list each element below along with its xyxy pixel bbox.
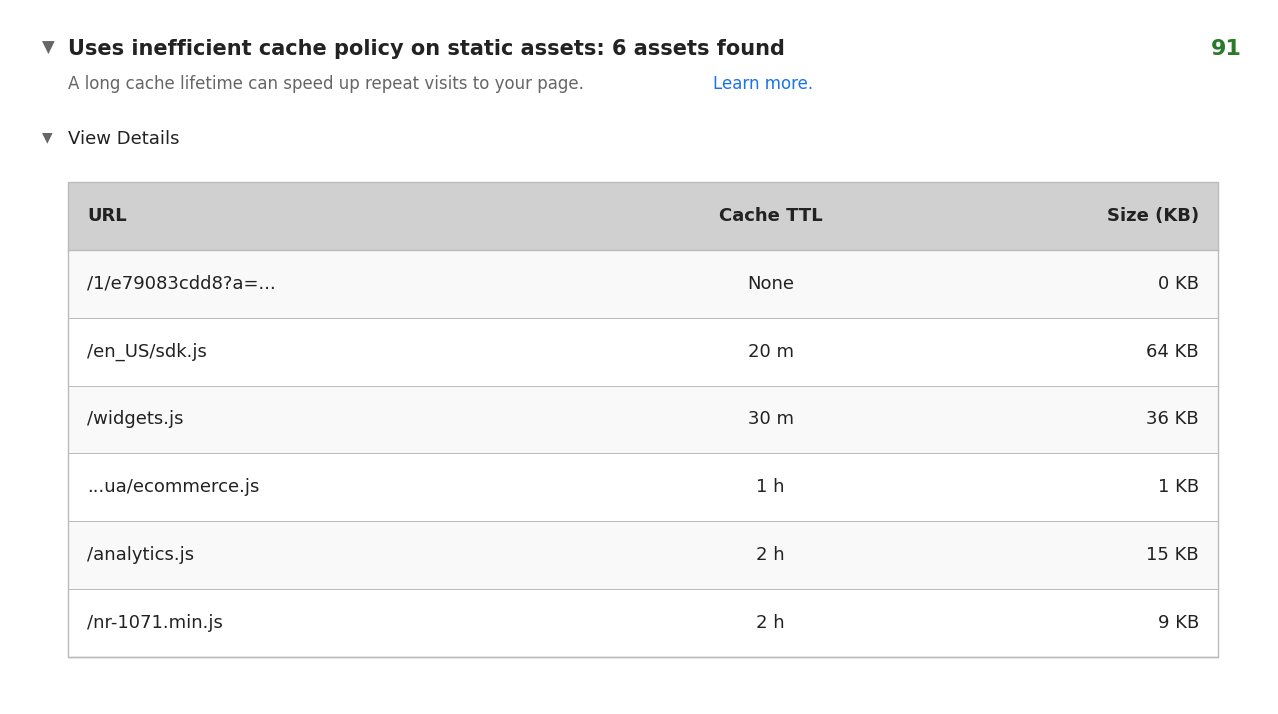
Text: Size (KB): Size (KB) (1107, 207, 1199, 225)
Text: 20 m: 20 m (748, 343, 794, 361)
Bar (68, 589, 1218, 657)
Bar (68, 453, 1218, 521)
Text: ▼: ▼ (42, 130, 52, 144)
Bar (68, 318, 1218, 386)
Text: 64 KB: 64 KB (1146, 343, 1199, 361)
Text: 91: 91 (1212, 39, 1242, 59)
Text: /widgets.js: /widgets.js (87, 411, 184, 428)
Text: 2 h: 2 h (757, 614, 785, 632)
Bar (68, 521, 1218, 589)
Bar (68, 250, 1218, 318)
Text: Learn more.: Learn more. (713, 75, 813, 93)
Text: URL: URL (87, 207, 127, 225)
Text: /analytics.js: /analytics.js (87, 546, 194, 564)
Text: /nr-1071.min.js: /nr-1071.min.js (87, 614, 222, 632)
Text: /1/e79083cdd8?a=...: /1/e79083cdd8?a=... (87, 275, 276, 293)
Text: ▼: ▼ (42, 39, 55, 57)
Bar (68, 386, 1218, 453)
Text: 1 KB: 1 KB (1158, 478, 1199, 496)
Text: 0 KB: 0 KB (1158, 275, 1199, 293)
Text: A long cache lifetime can speed up repeat visits to your page.: A long cache lifetime can speed up repea… (68, 75, 584, 93)
Text: None: None (748, 275, 794, 293)
Text: Cache TTL: Cache TTL (718, 207, 823, 225)
Text: View Details: View Details (68, 130, 179, 148)
Text: 30 m: 30 m (748, 411, 794, 428)
Text: 9 KB: 9 KB (1158, 614, 1199, 632)
Text: 2 h: 2 h (757, 546, 785, 564)
Text: 36 KB: 36 KB (1146, 411, 1199, 428)
Text: /en_US/sdk.js: /en_US/sdk.js (87, 343, 207, 361)
Bar (68, 182, 1218, 250)
Text: 1 h: 1 h (757, 478, 785, 496)
Text: 15 KB: 15 KB (1146, 546, 1199, 564)
Text: Uses inefficient cache policy on static assets: 6 assets found: Uses inefficient cache policy on static … (68, 39, 785, 59)
Text: ...ua/ecommerce.js: ...ua/ecommerce.js (87, 478, 259, 496)
